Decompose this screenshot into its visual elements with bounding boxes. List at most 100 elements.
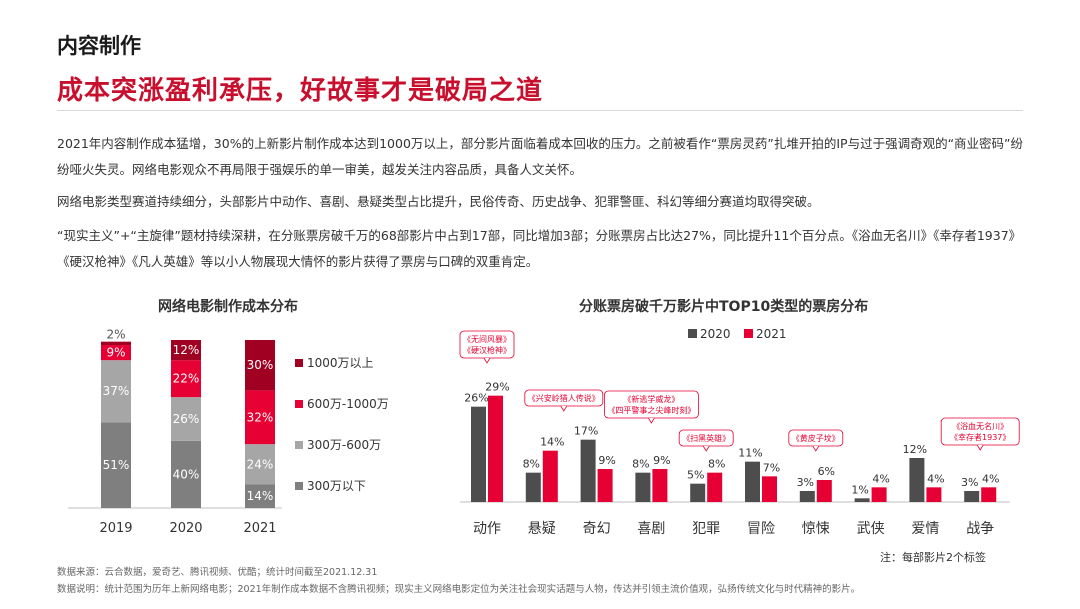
legend-swatch bbox=[295, 400, 303, 408]
genre-value-label: 5% bbox=[687, 469, 704, 482]
cost-category-label: 2019 bbox=[99, 521, 132, 536]
genre-bar-2021 bbox=[652, 469, 668, 502]
section-label: 内容制作 bbox=[57, 34, 141, 58]
annotation-text: 《新逃学威龙》 bbox=[623, 394, 679, 404]
paragraph-cost: 2021年内容制作成本猛增，30%的上新影片制作成本达到1000万以上，部分影片… bbox=[57, 136, 1024, 177]
cost-category-label: 2020 bbox=[169, 521, 202, 536]
genre-value-label: 8% bbox=[708, 458, 725, 471]
annotation-text: 《幸存者1937》 bbox=[950, 432, 1010, 442]
genre-value-label: 7% bbox=[763, 461, 780, 474]
genre-value-label: 1% bbox=[851, 483, 868, 496]
genre-value-label: 9% bbox=[653, 454, 670, 467]
cost-value-label: 24% bbox=[247, 457, 274, 471]
cost-chart-title: 网络电影制作成本分布 bbox=[158, 299, 298, 315]
genre-bar-2021 bbox=[542, 450, 558, 502]
genre-value-label: 29% bbox=[485, 381, 509, 394]
genre-category-label: 犯罪 bbox=[692, 521, 720, 537]
cost-value-label: 26% bbox=[173, 412, 200, 426]
genre-chart-title: 分账票房破千万影片中TOP10类型的票房分布 bbox=[579, 299, 869, 315]
genre-bar-2021 bbox=[926, 487, 942, 502]
genre-bar-2020 bbox=[580, 439, 596, 502]
annotation-pointer bbox=[976, 444, 984, 451]
genre-bar-2021 bbox=[816, 480, 832, 502]
legend-label: 1000万以上 bbox=[307, 356, 374, 370]
cost-bar-segment bbox=[245, 484, 275, 508]
annotation-text: 《四平警事之尖峰时刻》 bbox=[607, 405, 695, 415]
annotation-pointer bbox=[648, 417, 655, 424]
headline-divider bbox=[57, 110, 1023, 111]
legend-label: 300万-600万 bbox=[307, 438, 381, 452]
chart-note: 注：每部影片2个标签 bbox=[880, 551, 986, 564]
annotation-pointer bbox=[812, 445, 820, 452]
genre-bar-2020 bbox=[690, 483, 706, 502]
annotation-text: 《浴血无名川》 bbox=[952, 421, 1008, 431]
genre-category-label: 动作 bbox=[473, 521, 501, 537]
cost-bar-segment bbox=[171, 440, 201, 508]
legend-swatch bbox=[295, 441, 303, 449]
genre-bar-2020 bbox=[854, 498, 870, 502]
genre-category-label: 喜剧 bbox=[637, 521, 665, 537]
annotation-text: 《黄皮子坟》 bbox=[792, 433, 840, 443]
page-headline: 成本突涨盈利承压，好故事才是破局之道 bbox=[57, 76, 544, 106]
cost-value-label: 32% bbox=[247, 410, 274, 424]
legend-swatch bbox=[295, 359, 303, 367]
cost-bar-segment bbox=[245, 390, 275, 445]
cost-bar-segment bbox=[101, 341, 131, 346]
annotation-text: 《兴安岭猎人传说》 bbox=[528, 393, 600, 403]
cost-bar-segment bbox=[171, 360, 201, 398]
legend-label: 2020 bbox=[700, 327, 731, 341]
genre-value-label: 11% bbox=[738, 447, 762, 460]
genre-value-label: 3% bbox=[961, 476, 978, 489]
genre-value-label: 8% bbox=[632, 458, 649, 471]
annotation-text: 《扫黑英雄》 bbox=[682, 433, 730, 443]
annotation-pointer bbox=[560, 405, 568, 412]
cost-value-label: 40% bbox=[173, 467, 200, 481]
annotation-pointer bbox=[483, 357, 491, 364]
legend-label: 600万-1000万 bbox=[307, 397, 389, 411]
genre-bar-2020 bbox=[964, 491, 980, 502]
genre-value-label: 3% bbox=[797, 476, 814, 489]
cost-value-label: 12% bbox=[173, 343, 200, 357]
cost-value-label: 22% bbox=[173, 372, 200, 386]
genre-bar-2021 bbox=[981, 487, 997, 502]
genre-bar-2020 bbox=[525, 472, 541, 502]
legend-label: 2021 bbox=[756, 327, 787, 341]
cost-bar-segment bbox=[101, 360, 131, 423]
cost-value-label: 14% bbox=[247, 489, 274, 503]
legend-swatch bbox=[744, 329, 753, 338]
genre-value-label: 4% bbox=[927, 472, 944, 485]
genre-bar-2020 bbox=[745, 461, 760, 502]
footer-source: 数据来源：云合数据，爱奇艺、腾讯视频、优酷；统计时间截至2021.12.31 bbox=[57, 567, 378, 578]
footer-explanation: 数据说明：统计范围为历年上新网络电影；2021年制作成本数据不含腾讯视频；现实主… bbox=[57, 584, 861, 595]
cost-bar-segment bbox=[171, 397, 201, 441]
genre-category-label: 惊悚 bbox=[802, 521, 830, 537]
cost-value-label: 9% bbox=[106, 346, 125, 360]
genre-value-label: 26% bbox=[464, 392, 488, 405]
genre-value-label: 8% bbox=[523, 458, 540, 471]
cost-value-label: 30% bbox=[247, 358, 274, 372]
legend-swatch bbox=[295, 482, 303, 490]
genre-category-label: 爱情 bbox=[911, 521, 939, 537]
annotation-text: 《硬汉枪神》 bbox=[463, 345, 511, 355]
cost-bar-segment bbox=[245, 444, 275, 485]
genre-value-label: 12% bbox=[903, 443, 927, 456]
genre-value-label: 6% bbox=[818, 465, 835, 478]
cost-value-label: 2% bbox=[106, 328, 125, 342]
cost-bar-segment bbox=[101, 422, 131, 508]
genre-bar-2020 bbox=[471, 406, 486, 502]
paragraph-genre: 网络电影类型赛道持续细分，头部影片中动作、喜剧、悬疑类型占比提升，民俗传奇、历史… bbox=[57, 194, 820, 209]
genre-bar-2021 bbox=[597, 469, 613, 502]
legend-swatch bbox=[688, 329, 697, 338]
genre-bar-2021 bbox=[488, 395, 503, 502]
legend-label: 300万以下 bbox=[307, 479, 366, 493]
genre-bar-2021 bbox=[707, 472, 723, 502]
cost-value-label: 37% bbox=[103, 384, 130, 398]
genre-category-label: 奇幻 bbox=[583, 520, 611, 537]
cost-bar-segment bbox=[171, 340, 201, 361]
genre-category-label: 冒险 bbox=[747, 521, 775, 537]
genre-value-label: 9% bbox=[598, 454, 615, 467]
genre-bar-2021 bbox=[762, 476, 777, 502]
genre-category-label: 战争 bbox=[966, 521, 994, 537]
